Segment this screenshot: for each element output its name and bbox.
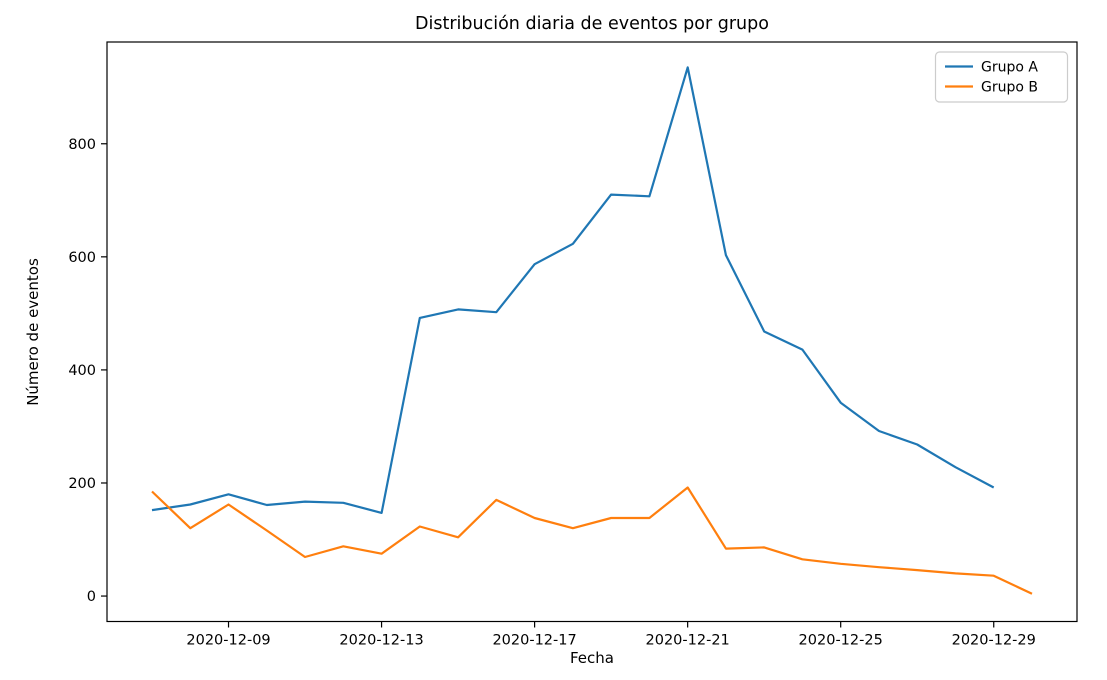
x-tick-label: 2020-12-21: [646, 633, 730, 649]
legend-item-grupo-b: Grupo B: [945, 80, 1038, 96]
legend-item-grupo-a: Grupo A: [945, 60, 1038, 76]
plot-area-border: [106, 41, 1078, 623]
legend-label-grupo-b: Grupo B: [981, 80, 1038, 96]
series-line-grupo-b: [151, 486, 1033, 595]
x-tick-label: 2020-12-13: [339, 633, 423, 649]
y-tick-label: 800: [68, 137, 96, 153]
y-tick-label: 200: [68, 476, 96, 492]
x-tick-label: 2020-12-29: [952, 633, 1036, 649]
legend: Grupo A Grupo B: [934, 51, 1069, 103]
x-tick-label: 2020-12-17: [492, 633, 576, 649]
legend-label-grupo-a: Grupo A: [981, 60, 1038, 76]
chart-title: Distribución diaria de eventos por grupo: [415, 14, 769, 34]
y-tick-label: 400: [68, 363, 96, 379]
plot-content: 2020-12-09 2020-12-13 2020-12-17 2020-12-21…: [68, 66, 1036, 649]
x-tick-label: 2020-12-09: [186, 633, 270, 649]
series-line-grupo-a: [151, 66, 995, 515]
x-axis-label: Fecha: [570, 649, 614, 667]
y-axis-label: Número de eventos: [24, 258, 42, 406]
x-tick-label: 2020-12-25: [799, 633, 883, 649]
legend-box: [934, 51, 1069, 103]
y-tick-label: 600: [68, 250, 96, 266]
y-tick-label: 0: [87, 589, 96, 605]
